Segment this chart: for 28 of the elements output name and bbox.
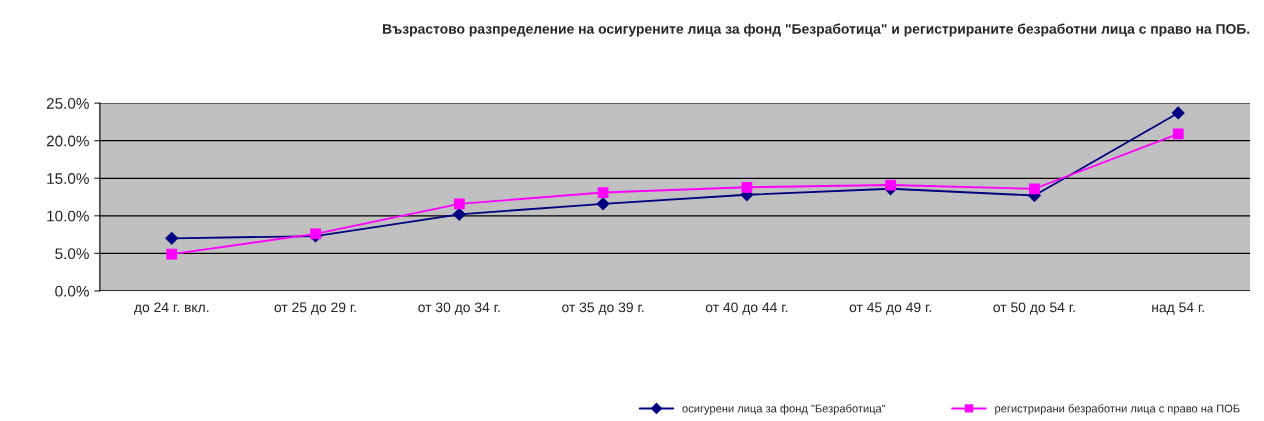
y-tick-label: 10.0% bbox=[47, 210, 89, 222]
point bbox=[741, 181, 753, 193]
x-tick-label: от 50 до 54 г. bbox=[993, 302, 1075, 315]
x-tick-label: от 30 до 34 г. bbox=[418, 302, 500, 315]
point bbox=[1172, 128, 1184, 140]
point bbox=[453, 198, 465, 210]
point bbox=[165, 231, 179, 245]
y-tick-label: 5.0% bbox=[55, 248, 89, 260]
legend-label: осигурени лица за фонд "Безработица" bbox=[682, 404, 886, 415]
chart-title: Възрастово разпределение на осигурените лица за фонд "Безработица" и регистрираните безработни лица с право на ПОБ. bbox=[383, 23, 1250, 37]
x-tick-label: от 25 до 29 г. bbox=[274, 302, 356, 315]
point bbox=[452, 207, 466, 221]
y-tick-label: 25.0% bbox=[46, 98, 89, 109]
y-tick-label: 15.0% bbox=[47, 173, 89, 184]
y-tick-label: 20.0% bbox=[46, 135, 89, 147]
x-tick-label: от 40 до 44 г. bbox=[705, 302, 788, 315]
point bbox=[596, 197, 610, 211]
point bbox=[597, 187, 609, 198]
x-tick-label: от 45 до 49 г. bbox=[849, 302, 931, 315]
y-tick-label: 0.0% bbox=[55, 285, 89, 297]
point bbox=[1171, 106, 1185, 120]
x-tick-label: от 35 до 39 г. bbox=[562, 302, 644, 315]
legend-label: регистрирани безработни лица с право на ПОБ bbox=[995, 404, 1240, 415]
point bbox=[1029, 183, 1040, 195]
point bbox=[885, 179, 897, 191]
x-tick-label: до 24 г. вкл. bbox=[134, 302, 209, 315]
x-tick-label: над 54 г. bbox=[1152, 302, 1204, 315]
point bbox=[166, 248, 178, 260]
